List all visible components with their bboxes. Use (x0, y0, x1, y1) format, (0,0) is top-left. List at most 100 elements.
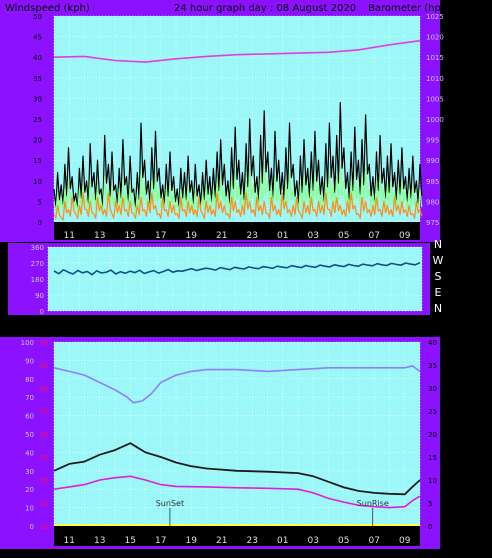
temp-humidity-grid (53, 341, 421, 527)
rain-humidity-axis-label: Rainfall (mm) Humidity (%) (2, 322, 139, 333)
windspeed-tick: 25 (33, 116, 42, 124)
humidity-tick-labels: 0 10 20 30 40 50 60 70 80 90 100 (21, 339, 34, 531)
compass-label: N (434, 302, 442, 315)
rainfall-tick: 20 (39, 477, 48, 485)
time-tick: 23 (247, 231, 258, 241)
time-tick: 19 (186, 536, 198, 546)
temperature-tick: 20 (428, 431, 437, 439)
compass-label: W (433, 254, 444, 267)
time-axis-band (54, 222, 420, 240)
rainfall-tick: 45 (39, 362, 48, 370)
temp-humidity-series (53, 365, 421, 526)
temperature-tick: 35 (428, 362, 437, 370)
rainfall-tick: 15 (39, 500, 48, 508)
humidity-tick: 60 (25, 413, 34, 421)
temperature-tick: 5 (428, 500, 432, 508)
windspeed-tick: 5 (38, 198, 42, 206)
rainfall-tick: 25 (39, 454, 48, 462)
wind-gust-line (53, 101, 423, 210)
rainfall-tick-labels: 10 15 20 25 30 35 40 45 50 (39, 339, 48, 531)
direction-tick: 0 (40, 308, 44, 316)
time-tick: 15 (125, 231, 136, 241)
barometer-tick: 1025 (426, 13, 444, 21)
wind-average-line (53, 163, 423, 214)
windspeed-axis-label: Windspeed (kph) (5, 3, 90, 14)
time-tick: 13 (94, 536, 105, 546)
temp-dew-axis-label: Temperature (°C)Dew Point (°C) (311, 322, 471, 333)
time-tick: 07 (369, 231, 380, 241)
dew-point-line (53, 475, 421, 509)
barometer-tick: 975 (426, 219, 439, 227)
time-tick: 03 (308, 536, 319, 546)
barometer-tick-labels: 975 980 985 990 995 1000 1005 1010 1015 1020 1025 (426, 13, 444, 227)
time-tick: 23 (247, 536, 258, 546)
barometer-axis-label: Barometer (hpa) (368, 3, 451, 14)
barometer-tick: 980 (426, 198, 439, 206)
time-tick: 09 (399, 536, 411, 546)
wind-low-line (53, 192, 423, 221)
windspeed-tick: 40 (33, 54, 42, 62)
barometer-line (53, 39, 421, 63)
windspeed-tick: 10 (33, 178, 42, 186)
direction-tick: 270 (31, 260, 44, 268)
sun-marker-label: SunRise (357, 499, 389, 508)
direction-tick: 90 (35, 292, 44, 300)
time-tick: 09 (399, 231, 411, 241)
rainfall-tick: 30 (39, 431, 48, 439)
humidity-tick: 10 (25, 505, 34, 513)
temperature-tick: 25 (428, 408, 437, 416)
time-tick: 01 (277, 536, 288, 546)
compass-label: S (435, 270, 442, 283)
humidity-tick: 90 (25, 357, 34, 365)
windspeed-tick-labels: 0 5 10 15 20 25 30 35 40 45 50 (33, 13, 42, 227)
time-tick: 03 (308, 231, 319, 241)
rainfall-tick: 35 (39, 408, 48, 416)
temperature-tick-labels: 0 5 10 15 20 25 30 35 40 (428, 339, 437, 531)
barometer-tick: 995 (426, 137, 439, 145)
time-tick: 21 (216, 231, 227, 241)
temperature-tick: 30 (428, 385, 437, 393)
windspeed-tick: 30 (33, 95, 42, 103)
time-axis-band-bottom (54, 526, 420, 546)
windspeed-tick: 45 (33, 34, 42, 42)
humidity-tick: 30 (25, 468, 34, 476)
time-tick: 05 (338, 536, 349, 546)
time-tick: 19 (186, 231, 198, 241)
wind-direction-line (53, 261, 421, 276)
rainfall-tick: 50 (39, 339, 48, 347)
windspeed-tick: 50 (33, 13, 42, 21)
wind-direction-grid (47, 246, 423, 312)
compass-label: N (434, 238, 442, 251)
time-tick-labels-bottom: 11 13 15 17 19 21 23 01 03 05 07 09 (64, 536, 411, 546)
humidity-tick: 20 (25, 486, 34, 494)
time-tick: 21 (216, 536, 227, 546)
windspeed-tick: 15 (33, 157, 42, 165)
time-tick: 17 (155, 536, 166, 546)
barometer-tick: 990 (426, 157, 439, 165)
rainfall-tick: 10 (39, 523, 48, 531)
time-tick: 05 (338, 231, 349, 241)
time-tick: 11 (64, 231, 75, 241)
compass-label: E (435, 286, 442, 299)
time-tick: 07 (369, 536, 380, 546)
humidity-tick: 40 (25, 449, 34, 457)
time-tick-labels-top: 11 13 15 17 19 21 23 01 03 05 07 09 (64, 231, 411, 241)
windspeed-tick: 35 (33, 75, 42, 83)
graph-title: 24 hour graph day : 08 August 2020 (174, 3, 356, 14)
humidity-tick: 50 (25, 431, 34, 439)
humidity-tick: 0 (30, 523, 34, 531)
windspeed-tick: 0 (38, 219, 42, 227)
direction-tick-labels: 0 90 180 270 360 (31, 244, 44, 316)
time-tick: 15 (125, 536, 136, 546)
direction-tick: 180 (31, 276, 44, 284)
barometer-tick: 1010 (426, 75, 444, 83)
barometer-tick: 1020 (426, 34, 444, 42)
time-tick: 17 (155, 231, 166, 241)
direction-tick: 360 (31, 244, 44, 252)
time-tick: 01 (277, 231, 288, 241)
barometer-tick: 1005 (426, 95, 444, 103)
humidity-tick: 80 (25, 376, 34, 384)
wind-direction-series (53, 261, 421, 276)
